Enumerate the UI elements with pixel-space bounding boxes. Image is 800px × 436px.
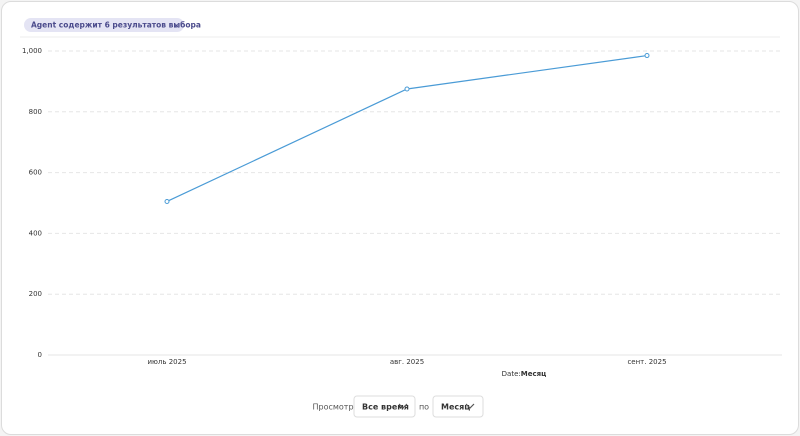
y-tick-label: 400 [29,229,42,237]
point [644,53,650,59]
point [164,198,170,204]
y-tick-label: 800 [29,108,42,116]
y-tick-label: 0 [38,351,42,359]
granularity-value: Месяц [441,403,470,412]
filter-chip-label: Agent содержит 6 результатов выбора [31,21,201,30]
x-axis-label-key: Date: [502,370,521,378]
x-tick-label: авг. 2025 [390,358,424,366]
granularity-dropdown[interactable] [432,395,484,418]
filter-chip-close[interactable]: × [173,21,180,30]
chevron [465,403,475,409]
chevron [398,403,408,409]
period-dropdown[interactable] [353,395,416,418]
x-axis-label-value: Месяц [521,370,547,378]
y-tick-label: 600 [29,169,42,177]
y-tick-label: 1,000 [22,47,42,55]
period-value: Все время [362,403,409,412]
point [404,86,410,92]
line [166,54,648,203]
by-label: по [419,403,429,412]
y-tick-label: 200 [29,290,42,298]
x-tick-label: июль 2025 [147,358,186,366]
filter-chip[interactable] [24,18,184,32]
x-tick-label: сент. 2025 [627,358,666,366]
view-label: Просмотр [312,403,353,412]
x-axis-label: Date:Месяц [502,370,547,378]
